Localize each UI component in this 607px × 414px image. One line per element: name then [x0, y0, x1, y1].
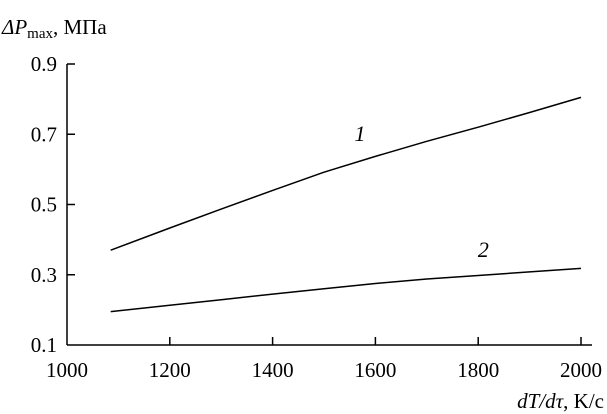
- x-tick-label: 1800: [457, 358, 499, 382]
- svg-text:ΔPmax, МПа: ΔPmax, МПа: [1, 15, 107, 42]
- x-tick-label: 1200: [149, 358, 191, 382]
- x-ticks: 1000 1200 1400 1600 1800 2000: [46, 337, 602, 382]
- y-tick-label: 0.9: [31, 52, 57, 76]
- y-axis-subscript: max: [27, 26, 53, 42]
- x-tick-label: 1600: [354, 358, 396, 382]
- series-line-1: [110, 96, 582, 251]
- series-label-1: 1: [354, 121, 365, 146]
- y-tick-label: 0.5: [31, 193, 57, 217]
- y-axis-unit: , МПа: [53, 15, 107, 39]
- x-tick-label: 2000: [560, 358, 602, 382]
- y-tick-label: 0.7: [31, 122, 57, 146]
- x-axis-title: dT/dτ, K/c: [517, 389, 604, 413]
- series-label-2: 2: [478, 237, 489, 262]
- y-axis-symbol: ΔP: [1, 15, 27, 39]
- x-tick-label: 1400: [252, 358, 294, 382]
- x-tick-label: 1000: [46, 358, 88, 382]
- plot-frame: [66, 64, 592, 346]
- x-axis-unit: , K/c: [563, 389, 604, 413]
- y-axis-title: ΔPmax, МПа: [1, 15, 107, 42]
- series-layer: 12: [110, 96, 582, 313]
- x-axis-symbol: dT/dτ: [517, 389, 565, 413]
- series-line-2: [110, 267, 582, 313]
- y-ticks: 0.1 0.3 0.5 0.7 0.9: [31, 52, 75, 357]
- y-tick-label: 0.1: [31, 333, 57, 357]
- y-tick-label: 0.3: [31, 263, 57, 287]
- svg-text:dT/dτ, K/c: dT/dτ, K/c: [517, 389, 604, 413]
